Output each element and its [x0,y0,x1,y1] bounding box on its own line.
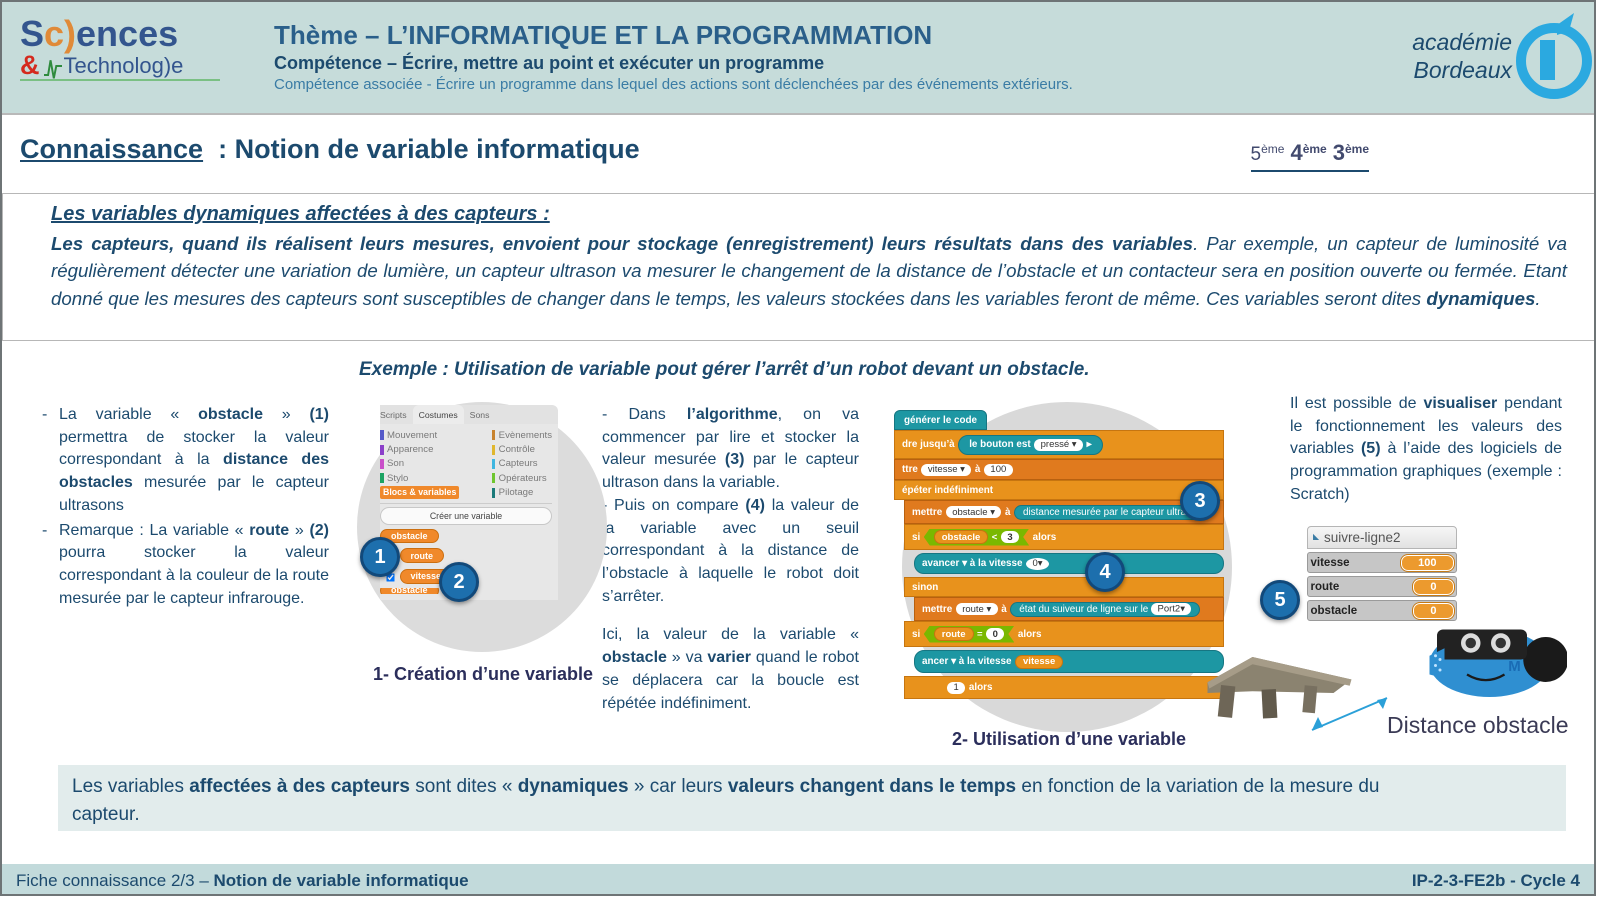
svg-text:Bordeaux: Bordeaux [1414,57,1514,83]
svg-text:M: M [1508,658,1521,675]
svg-text:académie: académie [1412,29,1512,55]
